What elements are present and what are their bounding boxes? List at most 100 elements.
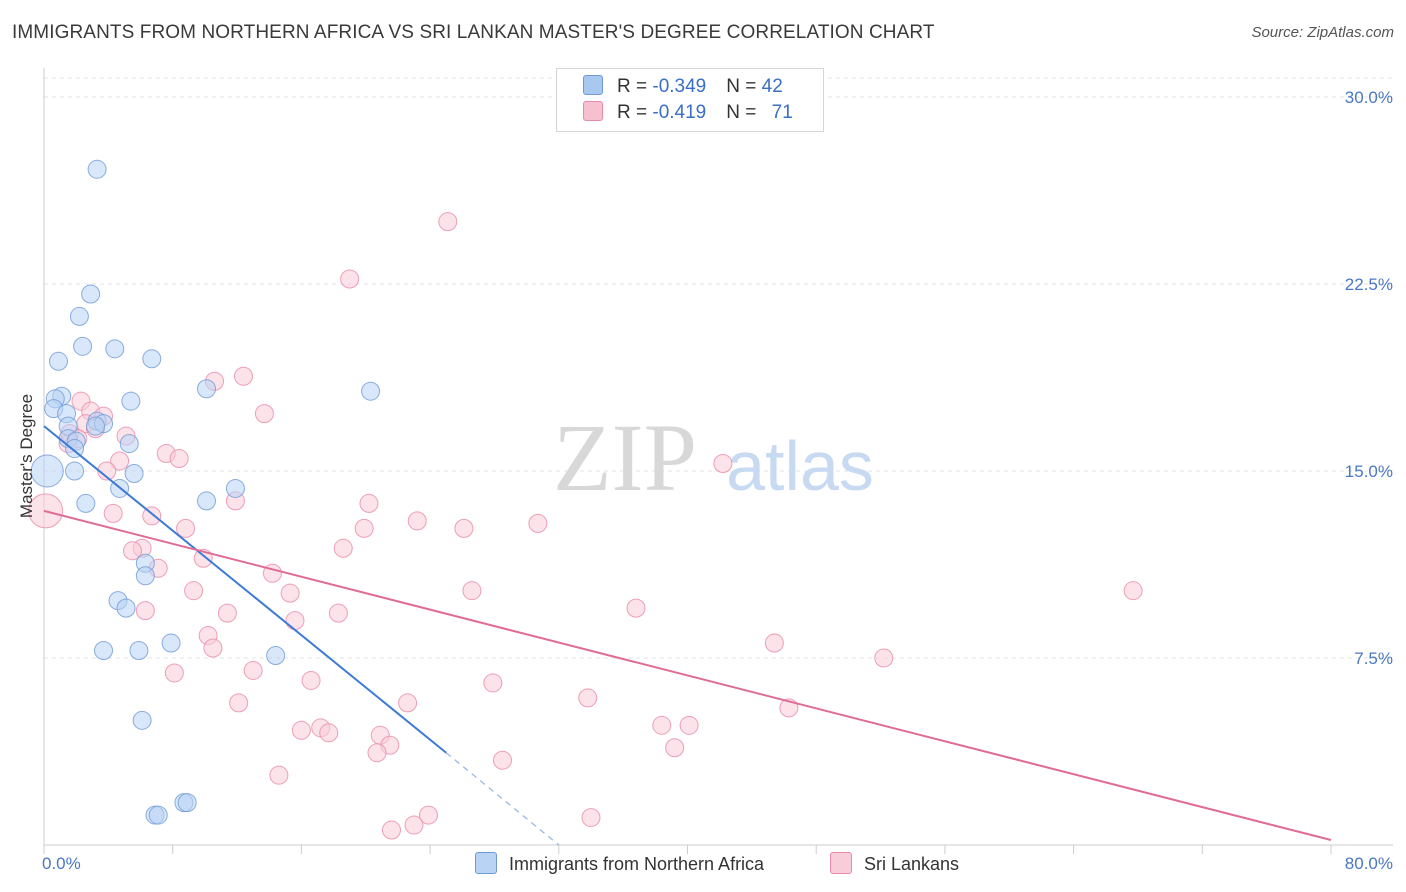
data-point — [184, 581, 204, 601]
data-point — [713, 454, 733, 474]
data-point — [301, 670, 321, 690]
data-point — [679, 715, 699, 735]
trend-line-pink — [43, 509, 1332, 841]
data-point — [69, 306, 89, 326]
legend-r-value: -0.419 — [652, 102, 707, 123]
data-point — [132, 710, 152, 730]
bottom-legend-item-pink: Sri Lankans — [830, 852, 959, 875]
data-point — [169, 449, 189, 469]
y-axis-title: Master's Degree — [17, 394, 36, 518]
data-point — [30, 454, 64, 488]
series-sri-lankans — [28, 212, 1143, 840]
data-point — [407, 511, 427, 531]
data-point — [176, 518, 196, 538]
data-point — [764, 633, 784, 653]
data-point — [81, 284, 101, 304]
data-point — [340, 269, 360, 289]
data-point — [462, 581, 482, 601]
data-point — [280, 583, 300, 603]
data-point — [381, 820, 401, 840]
data-point — [665, 738, 685, 758]
data-point — [65, 439, 85, 459]
data-point — [121, 391, 141, 411]
legend-n-label: N = — [726, 76, 762, 97]
legend-n-label: N = — [726, 102, 762, 123]
data-point — [119, 434, 139, 454]
watermark-atlas: atlas — [726, 427, 874, 505]
data-point — [217, 603, 237, 623]
data-point — [203, 638, 223, 658]
data-point — [94, 641, 114, 661]
data-point — [225, 478, 245, 498]
data-point — [161, 633, 181, 653]
data-point — [254, 404, 274, 424]
data-point — [229, 693, 249, 713]
data-point — [454, 518, 474, 538]
data-point — [483, 673, 503, 693]
data-point — [142, 349, 162, 369]
data-point — [581, 808, 601, 828]
data-point — [333, 538, 353, 558]
legend-r-label: R = — [617, 76, 653, 97]
legend-r-label: R = — [617, 102, 653, 123]
data-point — [164, 663, 184, 683]
legend-swatch-pink — [583, 101, 603, 121]
data-point — [48, 351, 68, 371]
data-point — [492, 750, 512, 770]
data-point — [578, 688, 598, 708]
data-point — [269, 765, 289, 785]
data-point — [103, 503, 123, 523]
data-point — [874, 648, 894, 668]
data-point — [398, 693, 418, 713]
bottom-legend-item-blue: Immigrants from Northern Africa — [475, 852, 764, 875]
data-point — [418, 805, 438, 825]
legend-n-value: 71 — [771, 102, 793, 123]
data-point — [233, 366, 253, 386]
y-tick-label: 7.5% — [1354, 649, 1393, 668]
watermark: ZIP atlas — [553, 404, 874, 511]
legend-row-blue: R = -0.349 N = 42 — [583, 75, 783, 99]
legend-n-value: 42 — [761, 76, 783, 97]
watermark-zip: ZIP — [553, 404, 697, 511]
data-point — [361, 381, 381, 401]
data-point — [328, 603, 348, 623]
legend-swatch-blue — [583, 75, 603, 95]
data-point — [196, 379, 216, 399]
data-point — [243, 660, 263, 680]
data-point — [124, 463, 144, 483]
series-immigrants-northern-africa — [30, 159, 381, 825]
trend-line-blue — [43, 425, 447, 754]
data-point — [87, 159, 107, 179]
data-point — [438, 212, 458, 232]
data-point — [148, 805, 168, 825]
bottom-legend-swatch-blue — [475, 852, 497, 874]
data-point — [105, 339, 125, 359]
data-point — [196, 491, 216, 511]
data-point — [359, 493, 379, 513]
trend-line-blue-extension — [445, 752, 560, 846]
legend: R = -0.349 N = 42 R = -0.419 N = 71 — [556, 68, 824, 132]
y-tick-label: 15.0% — [1345, 462, 1393, 481]
y-tick-label: 30.0% — [1345, 88, 1393, 107]
chart-title: IMMIGRANTS FROM NORTHERN AFRICA VS SRI L… — [12, 22, 935, 43]
data-point — [135, 566, 155, 586]
data-point — [652, 715, 672, 735]
data-point — [291, 720, 311, 740]
data-point — [319, 723, 339, 743]
trend-lines — [43, 425, 1332, 846]
data-point — [367, 743, 387, 763]
data-point — [177, 793, 197, 813]
x-tick-label: 80.0% — [1345, 854, 1393, 873]
data-point — [528, 513, 548, 533]
legend-row-pink: R = -0.419 N = 71 — [583, 101, 793, 125]
data-point — [129, 641, 149, 661]
bottom-legend-swatch-pink — [830, 852, 852, 874]
data-point — [65, 461, 85, 481]
x-tick-label: 0.0% — [42, 854, 81, 873]
data-point — [85, 416, 105, 436]
data-point — [404, 815, 424, 835]
source-credit: Source: ZipAtlas.com — [1251, 24, 1394, 41]
data-point — [354, 518, 374, 538]
legend-r-value: -0.349 — [652, 76, 707, 97]
data-point — [76, 493, 96, 513]
